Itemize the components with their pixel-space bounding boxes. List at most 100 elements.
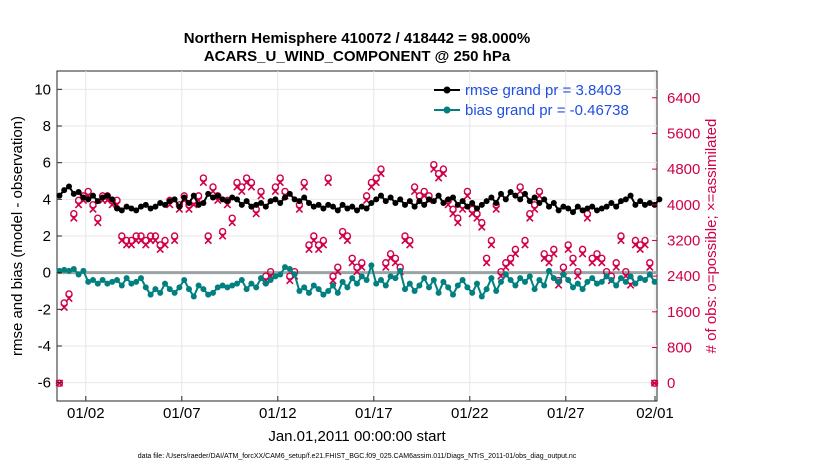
bias-point: [598, 278, 605, 285]
bias-point: [584, 278, 591, 285]
bias-point: [272, 273, 279, 280]
obs-assimilated-point: [612, 263, 620, 271]
obs-possible-point: [454, 214, 462, 222]
obs-possible-point: [511, 245, 520, 254]
obs-assimilated-point: [463, 192, 472, 200]
obs-possible-point: [257, 187, 265, 196]
legend-marker-rmse: [443, 86, 451, 94]
bias-point: [522, 278, 528, 285]
obs-possible-point: [377, 165, 385, 173]
obs-assimilated-stroke: [578, 250, 587, 258]
obs-assimilated-stroke: [137, 236, 145, 245]
obs-possible-point: [641, 236, 649, 245]
obs-possible-point: [502, 259, 510, 267]
obs-assimilated-stroke: [516, 187, 524, 196]
bias-point: [560, 271, 567, 278]
obs-possible-point: [449, 205, 457, 213]
obs-assimilated-stroke: [598, 258, 606, 267]
rmse-point: [94, 198, 101, 205]
rmse-point: [546, 203, 552, 210]
bias-point: [392, 275, 399, 282]
obs-possible-point: [521, 236, 529, 245]
rmse-point: [200, 200, 207, 206]
bias-point: [128, 280, 135, 287]
bias-point: [138, 275, 144, 282]
obs-assimilated-stroke: [305, 245, 313, 254]
obs-assimilated-point: [170, 236, 179, 245]
bias-point: [315, 286, 322, 293]
obs-possible-point: [386, 250, 395, 258]
obs-possible-point: [482, 254, 491, 262]
bias-point: [186, 286, 192, 293]
obs-assimilated-stroke: [218, 232, 227, 240]
bias-point: [205, 291, 212, 298]
bias-point: [325, 288, 332, 294]
rmse-point: [411, 203, 418, 210]
bias-point: [430, 277, 437, 283]
x-tick-label: 01/12: [259, 405, 297, 422]
rmse-point: [555, 207, 562, 214]
obs-assimilated-stroke: [204, 236, 212, 245]
obs-possible-point: [170, 232, 179, 240]
obs-possible-point: [612, 259, 620, 267]
obs-assimilated-stroke: [386, 254, 395, 263]
legend: rmse grand pr = 3.8403 bias grand pr = -…: [434, 82, 629, 119]
bias-point: [382, 282, 389, 289]
obs-assimilated-stroke: [334, 267, 342, 276]
rmse-point: [234, 196, 240, 203]
rmse-point: [574, 203, 581, 210]
obs-assimilated-point: [310, 236, 318, 245]
obs-assimilated-stroke: [545, 258, 553, 267]
obs-possible-point: [281, 187, 289, 196]
rmse-point: [613, 203, 620, 210]
obs-assimilated-point: [598, 258, 606, 267]
rmse-point: [291, 196, 298, 203]
obs-possible-point: [478, 218, 486, 227]
obs-assimilated-point: [218, 232, 227, 240]
bias-point: [613, 282, 620, 289]
rmse-point: [109, 196, 116, 203]
obs-possible-point: [247, 178, 256, 187]
rmse-point: [142, 201, 149, 208]
bias-point: [642, 277, 648, 283]
obs-possible-point: [439, 165, 448, 173]
rmse-point: [632, 201, 639, 208]
obs-assimilated-point: [583, 214, 592, 222]
obs-assimilated-stroke: [612, 263, 620, 271]
y-tick-label: -2: [38, 301, 51, 318]
bias-point: [248, 280, 255, 287]
obs-possible-point: [204, 232, 212, 240]
bias-point: [214, 284, 221, 291]
obs-possible-point: [310, 232, 318, 240]
bias-point: [90, 277, 96, 283]
obs-possible-point: [506, 254, 515, 262]
obs-assimilated-point: [569, 258, 577, 267]
bias-point: [190, 293, 197, 300]
obs-possible-point: [209, 183, 217, 191]
bias-point: [162, 280, 168, 287]
rmse-point: [253, 201, 260, 208]
obs-possible-point: [420, 187, 428, 196]
obs-assimilated-stroke: [94, 218, 102, 227]
rmse-point: [622, 196, 629, 203]
bias-point: [526, 273, 533, 280]
obs-assimilated-stroke: [506, 258, 515, 267]
rmse-point: [306, 200, 312, 206]
obs-assimilated-stroke: [276, 178, 284, 187]
bias-point: [469, 289, 476, 296]
obs-assimilated-point: [199, 178, 208, 187]
y2-tick-label: 6400: [667, 90, 700, 107]
bias-point: [349, 275, 356, 282]
obs-possible-point: [65, 290, 73, 298]
obs-assimilated-point: [449, 209, 457, 218]
obs-possible-point: [151, 232, 160, 240]
obs-assimilated-stroke: [161, 241, 169, 249]
rmse-point: [344, 205, 351, 212]
obs-assimilated-stroke: [70, 214, 78, 222]
bias-point: [301, 284, 308, 291]
rmse-point: [608, 200, 615, 206]
rmse-point: [584, 205, 591, 212]
bias-point: [94, 280, 101, 287]
bias-point: [104, 280, 111, 287]
y2-tick-label: 4800: [667, 161, 700, 178]
